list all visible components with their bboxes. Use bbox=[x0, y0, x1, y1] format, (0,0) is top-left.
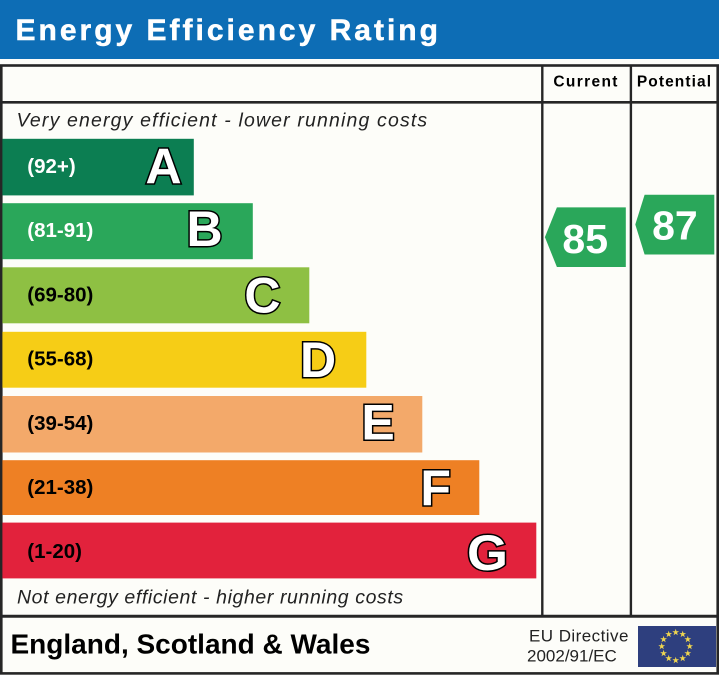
svg-text:(92+): (92+) bbox=[27, 155, 75, 178]
svg-text:EU Directive: EU Directive bbox=[529, 627, 629, 646]
svg-text:(1-20): (1-20) bbox=[27, 540, 82, 563]
svg-text:G: G bbox=[467, 525, 508, 581]
svg-text:Very energy efficient - lower: Very energy efficient - lower running co… bbox=[17, 110, 429, 132]
svg-text:Current: Current bbox=[553, 73, 618, 90]
svg-text:C: C bbox=[244, 268, 280, 324]
svg-text:(39-54): (39-54) bbox=[27, 412, 93, 435]
svg-text:D: D bbox=[300, 332, 336, 388]
svg-text:(21-38): (21-38) bbox=[27, 476, 93, 499]
svg-text:F: F bbox=[420, 460, 451, 516]
svg-text:Potential: Potential bbox=[637, 73, 712, 90]
svg-text:(81-91): (81-91) bbox=[27, 219, 93, 242]
svg-text:(69-80): (69-80) bbox=[27, 283, 93, 306]
svg-text:87: 87 bbox=[652, 203, 698, 249]
svg-text:E: E bbox=[361, 395, 394, 451]
svg-text:Energy Efficiency Rating: Energy Efficiency Rating bbox=[16, 14, 441, 47]
svg-text:(55-68): (55-68) bbox=[27, 348, 93, 371]
svg-text:Not energy efficient - higher: Not energy efficient - higher running co… bbox=[17, 586, 404, 608]
svg-text:B: B bbox=[186, 201, 222, 257]
svg-text:85: 85 bbox=[562, 216, 608, 262]
svg-text:A: A bbox=[146, 138, 182, 194]
svg-text:2002/91/EC: 2002/91/EC bbox=[527, 647, 617, 666]
svg-text:England, Scotland & Wales: England, Scotland & Wales bbox=[11, 629, 371, 660]
